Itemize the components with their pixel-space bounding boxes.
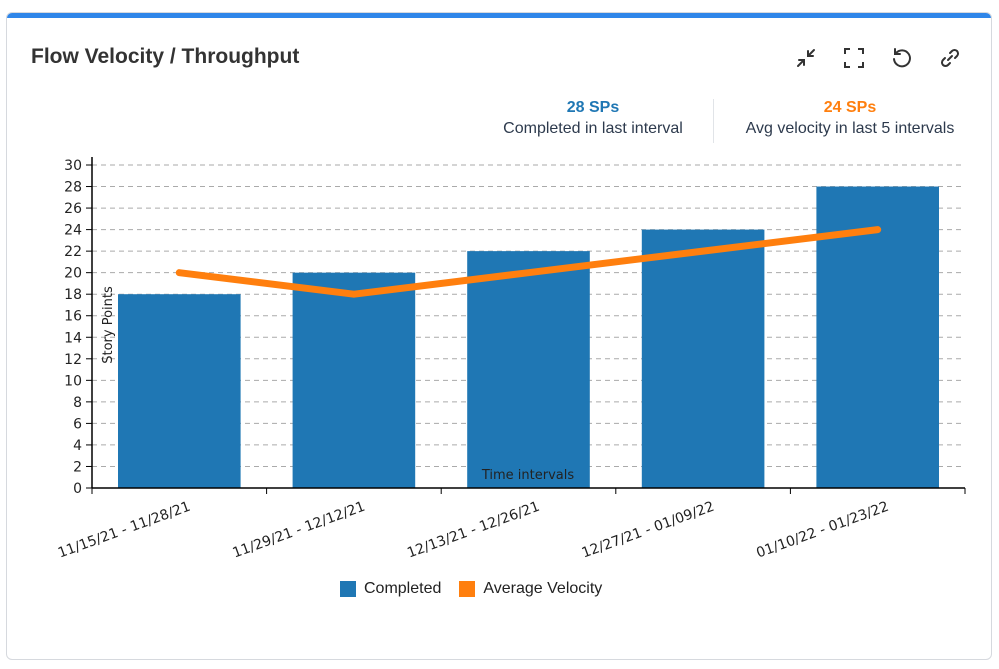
y-tick-label: 0 <box>73 481 82 497</box>
bar-completed <box>641 229 765 488</box>
y-tick-label: 6 <box>73 416 82 432</box>
widget-title: Flow Velocity / Throughput <box>31 45 300 68</box>
y-tick-label: 8 <box>73 395 82 411</box>
accent-bar <box>7 13 991 18</box>
x-axis-label: Time intervals <box>481 468 575 483</box>
y-tick-label: 26 <box>64 201 82 217</box>
y-tick-label: 30 <box>64 158 82 174</box>
stat-avg-value: 24 SPs <box>823 99 877 116</box>
bar-completed <box>118 294 241 488</box>
stat-divider <box>713 99 714 143</box>
stat-completed: 28 SPs Completed in last interval <box>487 99 699 138</box>
legend-swatch-completed <box>340 581 356 597</box>
y-tick-label: 24 <box>64 223 82 239</box>
refresh-icon[interactable] <box>889 45 915 71</box>
y-tick-label: 22 <box>64 244 82 260</box>
stat-avg-velocity: 24 SPs Avg velocity in last 5 intervals <box>725 99 975 138</box>
y-tick-label: 4 <box>73 438 82 454</box>
x-tick-label: 11/15/21 - 11/28/21 <box>56 499 193 562</box>
y-tick-label: 20 <box>64 266 82 282</box>
y-tick-label: 28 <box>64 180 82 196</box>
stat-completed-value: 28 SPs <box>566 99 620 116</box>
x-tick-label: 01/10/22 - 01/23/22 <box>754 499 891 562</box>
y-tick-label: 14 <box>64 330 82 346</box>
line-average-velocity <box>175 226 882 298</box>
y-tick-label: 18 <box>64 287 82 303</box>
legend-swatch-average <box>459 581 476 597</box>
bar-completed <box>467 251 590 488</box>
stat-completed-label: Completed in last interval <box>503 120 683 137</box>
stat-avg-label: Avg velocity in last 5 intervals <box>745 120 955 137</box>
legend: Completed Average Velocity <box>340 580 602 598</box>
y-tick-label: 16 <box>64 309 82 325</box>
link-icon[interactable] <box>937 45 963 71</box>
y-tick-label: 2 <box>73 459 82 475</box>
x-tick-label: 12/27/21 - 01/09/22 <box>580 499 717 562</box>
y-tick-label: 12 <box>64 352 82 368</box>
legend-label-average: Average Velocity <box>483 580 603 597</box>
fullscreen-icon[interactable] <box>841 45 867 71</box>
bar-completed <box>292 272 416 488</box>
legend-label-completed: Completed <box>364 580 442 597</box>
collapse-icon[interactable] <box>793 45 819 71</box>
x-tick-label: 12/13/21 - 12/26/21 <box>405 499 542 562</box>
x-tick-label: 11/29/21 - 12/12/21 <box>231 499 368 562</box>
y-axis-label: Story Points <box>101 286 116 364</box>
y-tick-label: 10 <box>64 373 82 389</box>
